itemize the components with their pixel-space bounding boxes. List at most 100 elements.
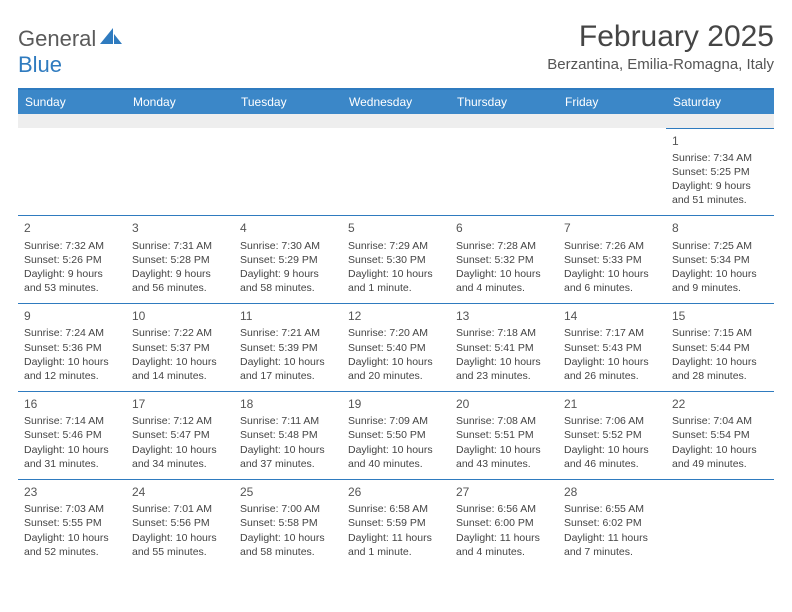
sunrise-line: Sunrise: 7:18 AM [456, 326, 552, 340]
sunrise-line: Sunrise: 7:00 AM [240, 502, 336, 516]
day-header: Monday [126, 90, 234, 114]
daylight-line: Daylight: 11 hours and 7 minutes. [564, 531, 660, 559]
sunset-line: Sunset: 5:36 PM [24, 341, 120, 355]
daylight-line: Daylight: 10 hours and 34 minutes. [132, 443, 228, 471]
sunset-line: Sunset: 5:56 PM [132, 516, 228, 530]
day-cell: 21Sunrise: 7:06 AMSunset: 5:52 PMDayligh… [558, 392, 666, 480]
day-cell: 14Sunrise: 7:17 AMSunset: 5:43 PMDayligh… [558, 304, 666, 392]
sunset-line: Sunset: 5:34 PM [672, 253, 768, 267]
sunset-line: Sunset: 5:40 PM [348, 341, 444, 355]
day-number: 9 [24, 308, 120, 324]
logo-sail-icon [100, 33, 122, 50]
day-cell: 23 Sunrise: 7:03 AMSunset: 5:55 PMDayligh… [18, 480, 126, 567]
sunrise-line: Sunrise: 6:55 AM [564, 502, 660, 516]
day-header: Thursday [450, 90, 558, 114]
daylight-line: Daylight: 10 hours and 17 minutes. [240, 355, 336, 383]
day-cell [558, 128, 666, 216]
daylight-line: Daylight: 11 hours and 4 minutes. [456, 531, 552, 559]
day-cell: 28 Sunrise: 6:55 AMSunset: 6:02 PMDayligh… [558, 480, 666, 567]
sunset-line: Sunset: 5:47 PM [132, 428, 228, 442]
sunrise-line: Sunrise: 7:21 AM [240, 326, 336, 340]
sunrise-line: Sunrise: 7:20 AM [348, 326, 444, 340]
header: General Blue February 2025 Berzantina, E… [18, 20, 774, 78]
day-cell: 20Sunrise: 7:08 AMSunset: 5:51 PMDayligh… [450, 392, 558, 480]
sunset-line: Sunset: 5:25 PM [672, 165, 768, 179]
day-cell: 15Sunrise: 7:15 AMSunset: 5:44 PMDayligh… [666, 304, 774, 392]
day-number: 28 [564, 484, 660, 500]
day-cell: 6Sunrise: 7:28 AMSunset: 5:32 PMDaylight… [450, 216, 558, 304]
day-number: 17 [132, 396, 228, 412]
day-cell: 19Sunrise: 7:09 AMSunset: 5:50 PMDayligh… [342, 392, 450, 480]
sunrise-line: Sunrise: 7:08 AM [456, 414, 552, 428]
sunrise-line: Sunrise: 7:11 AM [240, 414, 336, 428]
day-number: 1 [672, 133, 768, 149]
day-cell: 3Sunrise: 7:31 AMSunset: 5:28 PMDaylight… [126, 216, 234, 304]
day-cell: 5Sunrise: 7:29 AMSunset: 5:30 PMDaylight… [342, 216, 450, 304]
sunset-line: Sunset: 5:50 PM [348, 428, 444, 442]
sunset-line: Sunset: 5:30 PM [348, 253, 444, 267]
sunrise-line: Sunrise: 7:31 AM [132, 239, 228, 253]
day-number: 21 [564, 396, 660, 412]
daylight-line: Daylight: 11 hours and 1 minute. [348, 531, 444, 559]
daylight-line: Daylight: 10 hours and 37 minutes. [240, 443, 336, 471]
blank-cell [558, 114, 666, 128]
day-number: 12 [348, 308, 444, 324]
sunrise-line: Sunrise: 7:06 AM [564, 414, 660, 428]
logo: General Blue [18, 26, 122, 78]
title-block: February 2025 Berzantina, Emilia-Romagna… [547, 20, 774, 73]
sunset-line: Sunset: 5:33 PM [564, 253, 660, 267]
day-number: 7 [564, 220, 660, 236]
blank-cell [342, 114, 450, 128]
day-cell: 11Sunrise: 7:21 AMSunset: 5:39 PMDayligh… [234, 304, 342, 392]
day-number: 27 [456, 484, 552, 500]
day-cell: 8Sunrise: 7:25 AMSunset: 5:34 PMDaylight… [666, 216, 774, 304]
sunset-line: Sunset: 5:37 PM [132, 341, 228, 355]
sunrise-line: Sunrise: 7:26 AM [564, 239, 660, 253]
sunrise-line: Sunrise: 7:04 AM [672, 414, 768, 428]
day-number: 3 [132, 220, 228, 236]
sunset-line: Sunset: 6:02 PM [564, 516, 660, 530]
day-number: 23 [24, 484, 120, 500]
daylight-line: Daylight: 9 hours and 51 minutes. [672, 179, 768, 207]
sunset-line: Sunset: 5:46 PM [24, 428, 120, 442]
blank-cell [18, 114, 126, 128]
sunrise-line: Sunrise: 7:30 AM [240, 239, 336, 253]
day-number: 15 [672, 308, 768, 324]
week-row: 1 Sunrise: 7:34 AMSunset: 5:25 PMDaylight… [18, 128, 774, 216]
day-cell: 24Sunrise: 7:01 AMSunset: 5:56 PMDayligh… [126, 480, 234, 567]
sunrise-line: Sunrise: 7:17 AM [564, 326, 660, 340]
day-number: 10 [132, 308, 228, 324]
sunset-line: Sunset: 5:26 PM [24, 253, 120, 267]
sunrise-line: Sunrise: 7:34 AM [672, 151, 768, 165]
week-row: 23Sunrise: 7:03 AMSunset: 5:55 PMDayligh… [18, 480, 774, 567]
day-cell [18, 128, 126, 216]
sunrise-line: Sunrise: 7:25 AM [672, 239, 768, 253]
sunrise-line: Sunrise: 7:09 AM [348, 414, 444, 428]
week-row: 2Sunrise: 7:32 AMSunset: 5:26 PMDaylight… [18, 216, 774, 304]
logo-word-2: Blue [18, 52, 62, 77]
sunset-line: Sunset: 5:54 PM [672, 428, 768, 442]
day-number: 26 [348, 484, 444, 500]
day-number: 5 [348, 220, 444, 236]
day-number: 6 [456, 220, 552, 236]
daylight-line: Daylight: 10 hours and 14 minutes. [132, 355, 228, 383]
blank-row [18, 114, 774, 128]
day-number: 4 [240, 220, 336, 236]
location-text: Berzantina, Emilia-Romagna, Italy [547, 56, 774, 73]
sunrise-line: Sunrise: 6:58 AM [348, 502, 444, 516]
page-title: February 2025 [547, 20, 774, 54]
daylight-line: Daylight: 9 hours and 58 minutes. [240, 267, 336, 295]
sunrise-line: Sunrise: 7:03 AM [24, 502, 120, 516]
calendar-page: General Blue February 2025 Berzantina, E… [0, 0, 792, 577]
daylight-line: Daylight: 10 hours and 58 minutes. [240, 531, 336, 559]
day-cell: 16Sunrise: 7:14 AMSunset: 5:46 PMDayligh… [18, 392, 126, 480]
day-cell: 9Sunrise: 7:24 AMSunset: 5:36 PMDaylight… [18, 304, 126, 392]
daylight-line: Daylight: 10 hours and 49 minutes. [672, 443, 768, 471]
day-number: 8 [672, 220, 768, 236]
sunrise-line: Sunrise: 7:12 AM [132, 414, 228, 428]
sunset-line: Sunset: 5:55 PM [24, 516, 120, 530]
daylight-line: Daylight: 10 hours and 55 minutes. [132, 531, 228, 559]
sunset-line: Sunset: 5:58 PM [240, 516, 336, 530]
daylight-line: Daylight: 10 hours and 52 minutes. [24, 531, 120, 559]
day-cell [126, 128, 234, 216]
